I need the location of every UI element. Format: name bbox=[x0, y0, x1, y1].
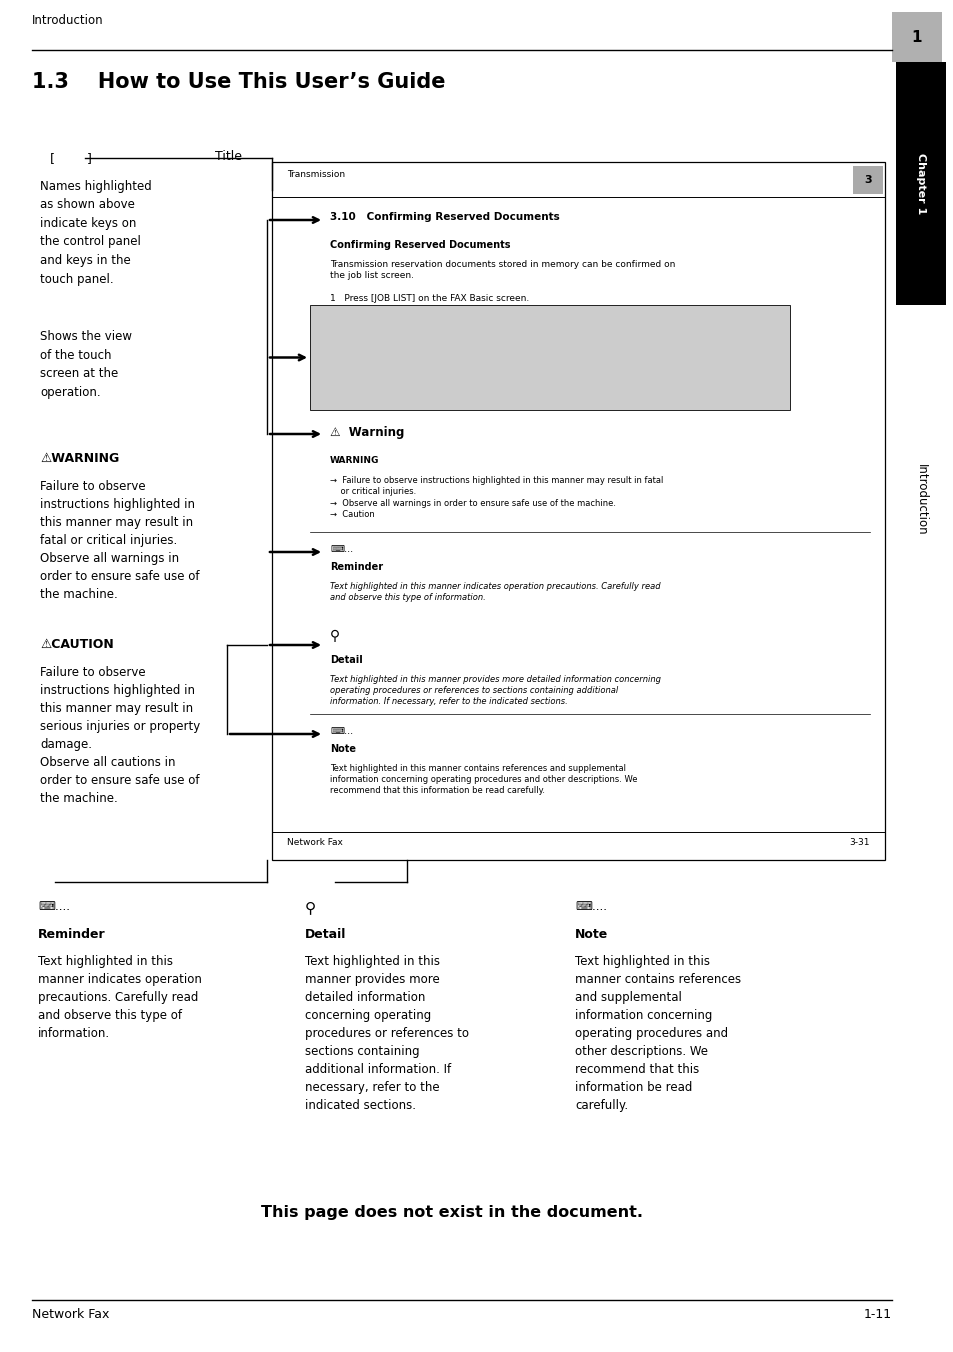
Text: 3-31: 3-31 bbox=[848, 838, 869, 846]
Text: Chapter 1: Chapter 1 bbox=[915, 153, 925, 214]
Text: Failure to observe
instructions highlighted in
this manner may result in
fatal o: Failure to observe instructions highligh… bbox=[40, 480, 199, 602]
Text: 3.10   Confirming Reserved Documents: 3.10 Confirming Reserved Documents bbox=[330, 212, 559, 222]
Text: Shows the view
of the touch
screen at the
operation.: Shows the view of the touch screen at th… bbox=[40, 330, 132, 399]
Text: Introduction: Introduction bbox=[32, 14, 104, 27]
Text: 1-11: 1-11 bbox=[863, 1307, 891, 1321]
Text: Reminder: Reminder bbox=[38, 927, 106, 941]
Bar bbox=[310, 306, 789, 410]
Text: ⌨...: ⌨... bbox=[330, 544, 353, 554]
Text: ⌨...: ⌨... bbox=[330, 726, 353, 735]
Text: Text highlighted in this manner contains references and supplemental
information: Text highlighted in this manner contains… bbox=[330, 764, 637, 795]
Text: →  Failure to observe instructions highlighted in this manner may result in fata: → Failure to observe instructions highli… bbox=[330, 476, 662, 519]
Text: WARNING: WARNING bbox=[330, 456, 379, 465]
Text: Reminder: Reminder bbox=[330, 562, 383, 572]
Text: ⌨....: ⌨.... bbox=[575, 900, 606, 913]
Text: Note: Note bbox=[575, 927, 608, 941]
Text: Transmission: Transmission bbox=[287, 170, 345, 178]
Text: ⚲: ⚲ bbox=[305, 900, 315, 915]
Text: Text highlighted in this
manner indicates operation
precautions. Carefully read
: Text highlighted in this manner indicate… bbox=[38, 955, 202, 1040]
Text: ⌨....: ⌨.... bbox=[38, 900, 70, 913]
Text: Text highlighted in this
manner contains references
and supplemental
information: Text highlighted in this manner contains… bbox=[575, 955, 740, 1111]
Text: Network Fax: Network Fax bbox=[287, 838, 342, 846]
Text: [        ]: [ ] bbox=[50, 151, 91, 165]
Text: ⚠WARNING: ⚠WARNING bbox=[40, 452, 119, 465]
Text: 1.3    How to Use This User’s Guide: 1.3 How to Use This User’s Guide bbox=[32, 72, 445, 92]
Text: Names highlighted
as shown above
indicate keys on
the control panel
and keys in : Names highlighted as shown above indicat… bbox=[40, 180, 152, 285]
Text: Text highlighted in this
manner provides more
detailed information
concerning op: Text highlighted in this manner provides… bbox=[305, 955, 469, 1111]
Text: ⚲: ⚲ bbox=[330, 629, 340, 644]
Text: ⚠  Warning: ⚠ Warning bbox=[330, 426, 404, 439]
Text: 3: 3 bbox=[863, 174, 871, 185]
Bar bbox=[852, 166, 882, 193]
Text: Title: Title bbox=[214, 150, 242, 164]
Text: This page does not exist in the document.: This page does not exist in the document… bbox=[261, 1205, 642, 1220]
Text: Network Fax: Network Fax bbox=[32, 1307, 110, 1321]
Text: 1: 1 bbox=[911, 30, 922, 45]
Text: Introduction: Introduction bbox=[914, 464, 926, 535]
Text: Detail: Detail bbox=[330, 654, 362, 665]
Text: Text highlighted in this manner provides more detailed information concerning
op: Text highlighted in this manner provides… bbox=[330, 675, 660, 706]
Text: Detail: Detail bbox=[305, 927, 346, 941]
Text: Failure to observe
instructions highlighted in
this manner may result in
serious: Failure to observe instructions highligh… bbox=[40, 667, 200, 804]
Bar bbox=[895, 62, 945, 306]
Text: Confirming Reserved Documents: Confirming Reserved Documents bbox=[330, 241, 510, 250]
Text: 1   Press [JOB LIST] on the FAX Basic screen.: 1 Press [JOB LIST] on the FAX Basic scre… bbox=[330, 293, 529, 303]
Text: Note: Note bbox=[330, 744, 355, 754]
Bar bbox=[891, 12, 941, 62]
Text: Text highlighted in this manner indicates operation precautions. Carefully read
: Text highlighted in this manner indicate… bbox=[330, 581, 659, 602]
Text: Transmission reservation documents stored in memory can be confirmed on
the job : Transmission reservation documents store… bbox=[330, 260, 675, 280]
Text: ⚠CAUTION: ⚠CAUTION bbox=[40, 638, 113, 652]
Bar bbox=[272, 162, 884, 860]
